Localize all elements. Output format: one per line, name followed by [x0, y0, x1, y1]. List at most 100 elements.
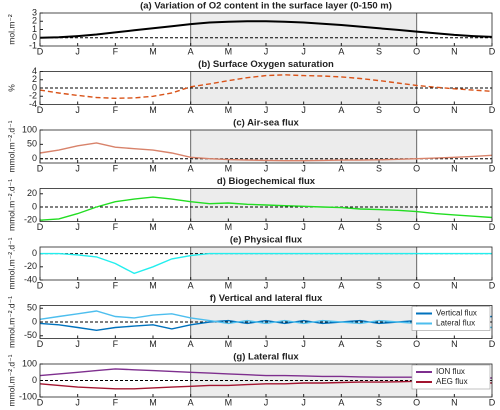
x-tick-label: D: [37, 339, 44, 349]
y-tick-label: 3: [32, 7, 37, 17]
x-tick-label: A: [338, 397, 344, 407]
legend-label: AEG flux: [436, 377, 468, 386]
x-tick-label: N: [451, 105, 458, 115]
y-tick-label: 100: [22, 358, 37, 368]
y-tick-label: 1: [32, 24, 37, 34]
x-tick-label: M: [149, 46, 157, 56]
panel-title: f) Vertical and lateral flux: [210, 293, 323, 304]
x-tick-label: S: [376, 163, 382, 173]
x-tick-label: J: [75, 46, 80, 56]
y-axis-label: mmol.m⁻².d⁻¹: [6, 120, 16, 172]
x-tick-label: F: [113, 163, 119, 173]
legend-box: [411, 364, 491, 390]
shaded-season: [190, 71, 417, 105]
y-axis-label: mmol.m⁻².d⁻¹: [6, 296, 16, 348]
x-tick-label: J: [75, 280, 80, 290]
x-tick-label: O: [413, 46, 420, 56]
y-tick-label: -4: [29, 99, 37, 109]
x-tick-label: A: [188, 280, 194, 290]
series-line: [40, 252, 492, 275]
x-tick-label: N: [451, 339, 458, 349]
x-tick-label: M: [149, 222, 157, 232]
panel-title: (g) Lateral flux: [233, 352, 299, 363]
x-tick-label: A: [338, 163, 344, 173]
shaded-season: [190, 13, 417, 46]
shaded-season: [190, 247, 417, 280]
x-tick-label: J: [75, 397, 80, 407]
x-tick-label: J: [264, 105, 269, 115]
x-tick-label: D: [489, 280, 496, 290]
x-tick-label: A: [338, 222, 344, 232]
x-tick-label: M: [225, 222, 233, 232]
x-tick-label: A: [188, 222, 194, 232]
panel-title: (c) Air-sea flux: [233, 118, 299, 129]
x-tick-label: J: [75, 222, 80, 232]
x-tick-label: O: [413, 339, 420, 349]
x-tick-label: J: [264, 163, 269, 173]
x-tick-label: J: [264, 222, 269, 232]
y-tick-label: 0: [32, 248, 37, 258]
shaded-season: [190, 305, 417, 339]
x-tick-label: S: [376, 397, 382, 407]
x-tick-label: N: [451, 46, 458, 56]
x-tick-label: A: [338, 339, 344, 349]
x-tick-label: M: [225, 280, 233, 290]
x-tick-label: S: [376, 222, 382, 232]
y-tick-label: 2: [32, 74, 37, 84]
x-tick-label: D: [489, 105, 496, 115]
x-tick-label: O: [413, 222, 420, 232]
x-tick-label: D: [37, 397, 44, 407]
y-tick-label: 100: [22, 124, 37, 134]
x-tick-label: D: [37, 222, 44, 232]
axes-frame: [39, 246, 493, 281]
series-line: [39, 196, 493, 221]
series-line: [39, 20, 493, 39]
y-tick-label: 0: [32, 32, 37, 42]
x-tick-label: M: [149, 397, 157, 407]
legend-box: [411, 306, 491, 331]
shaded-season: [190, 130, 417, 163]
x-tick-label: N: [451, 280, 458, 290]
x-tick-label: J: [301, 280, 306, 290]
axes-frame: [39, 305, 493, 339]
x-tick-label: D: [37, 46, 44, 56]
x-tick-label: A: [338, 105, 344, 115]
x-tick-label: O: [413, 105, 420, 115]
x-tick-label: O: [413, 397, 420, 407]
y-tick-label: -40: [24, 274, 37, 284]
y-tick-label: 4: [32, 66, 37, 76]
x-tick-label: M: [149, 105, 157, 115]
panel-title: (a) Variation of O2 content in the surfa…: [140, 1, 392, 12]
x-tick-label: F: [113, 339, 119, 349]
x-tick-label: N: [451, 222, 458, 232]
panel-title: (e) Physical flux: [230, 235, 303, 246]
x-tick-label: S: [376, 339, 382, 349]
x-tick-label: J: [301, 222, 306, 232]
y-axis-label: mmol.m⁻².d⁻¹: [6, 354, 16, 406]
x-tick-label: J: [75, 105, 80, 115]
x-tick-label: J: [75, 163, 80, 173]
x-tick-label: N: [451, 163, 458, 173]
x-tick-label: M: [149, 163, 157, 173]
x-tick-label: J: [301, 105, 306, 115]
x-tick-label: M: [225, 397, 233, 407]
x-tick-label: D: [489, 339, 496, 349]
axes-frame: [39, 363, 493, 398]
x-tick-label: A: [338, 280, 344, 290]
x-tick-label: O: [413, 163, 420, 173]
x-tick-label: M: [225, 163, 233, 173]
x-tick-label: A: [338, 46, 344, 56]
x-tick-label: J: [264, 397, 269, 407]
y-tick-label: -100: [19, 391, 37, 401]
x-tick-label: A: [188, 105, 194, 115]
series-line: [39, 74, 493, 100]
axes-frame: [39, 129, 493, 164]
x-tick-label: D: [489, 163, 496, 173]
y-axis-label: mol.m⁻²: [6, 14, 16, 45]
y-tick-label: 0: [32, 316, 37, 326]
x-tick-label: F: [113, 105, 119, 115]
y-tick-label: 0: [32, 375, 37, 385]
y-tick-label: 2: [32, 16, 37, 26]
x-tick-label: A: [188, 163, 194, 173]
